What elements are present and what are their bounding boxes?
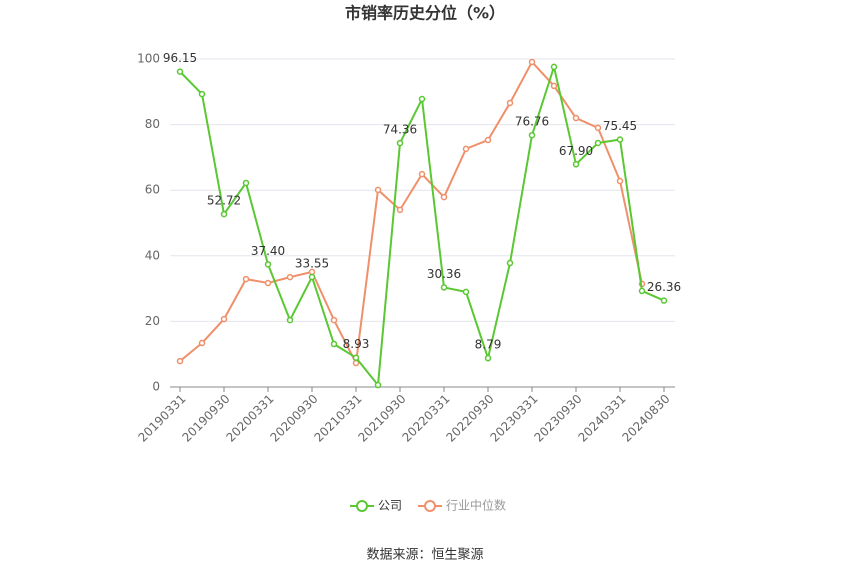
data-label: 8.79 bbox=[475, 338, 502, 352]
data-label: 76.76 bbox=[515, 115, 549, 129]
point bbox=[330, 316, 338, 324]
point bbox=[330, 340, 338, 348]
point bbox=[396, 139, 404, 147]
point bbox=[418, 95, 426, 103]
point bbox=[374, 186, 382, 194]
y-tick-label: 80 bbox=[145, 117, 160, 131]
y-tick-label: 0 bbox=[152, 380, 160, 394]
data-label: 96.15 bbox=[163, 51, 197, 65]
point bbox=[616, 136, 624, 143]
point bbox=[528, 58, 536, 66]
data-label: 52.72 bbox=[207, 194, 241, 208]
data-label: 8.93 bbox=[343, 337, 370, 351]
point bbox=[528, 131, 536, 139]
source: 数据来源：恒生聚源 bbox=[366, 548, 483, 563]
point bbox=[198, 339, 206, 347]
data-label: 26.36 bbox=[647, 280, 681, 294]
point bbox=[550, 63, 558, 71]
point bbox=[308, 273, 316, 281]
point bbox=[594, 139, 602, 147]
point bbox=[462, 288, 470, 296]
point bbox=[594, 124, 602, 132]
point bbox=[198, 90, 206, 98]
legend-label: 行业中位数 bbox=[446, 498, 506, 513]
point bbox=[660, 297, 668, 304]
point bbox=[264, 279, 272, 287]
y-tick-label: 20 bbox=[145, 314, 160, 328]
point bbox=[440, 193, 448, 201]
x-tick-label: 20240830 bbox=[620, 392, 673, 445]
point bbox=[286, 273, 294, 281]
point bbox=[242, 275, 250, 283]
point bbox=[572, 161, 580, 168]
point bbox=[396, 206, 404, 214]
point bbox=[462, 145, 470, 153]
data-label: 37.40 bbox=[251, 244, 285, 258]
point bbox=[418, 170, 426, 178]
point bbox=[484, 354, 492, 362]
y-tick-label: 100 bbox=[137, 52, 160, 66]
chart-title: 市销率历史分位（%） bbox=[345, 4, 505, 23]
point bbox=[484, 136, 492, 144]
point bbox=[264, 261, 272, 268]
point bbox=[220, 210, 228, 218]
point bbox=[506, 99, 514, 107]
point bbox=[572, 114, 580, 122]
y-tick-label: 40 bbox=[145, 248, 160, 262]
point bbox=[506, 259, 514, 267]
data-label: 67.90 bbox=[559, 144, 593, 158]
point bbox=[616, 177, 624, 185]
point bbox=[440, 284, 448, 291]
point bbox=[550, 82, 558, 90]
point bbox=[374, 381, 382, 389]
data-label: 74.36 bbox=[383, 123, 417, 137]
legend-marker bbox=[424, 500, 437, 512]
legend-label: 公司 bbox=[378, 499, 402, 513]
data-label: 75.45 bbox=[603, 119, 637, 133]
data-label: 30.36 bbox=[427, 267, 461, 281]
point bbox=[638, 287, 646, 295]
y-tick-label: 60 bbox=[145, 183, 160, 197]
point bbox=[242, 179, 250, 187]
data-label: 33.55 bbox=[295, 256, 329, 270]
point bbox=[176, 68, 184, 75]
legend-marker bbox=[356, 500, 368, 512]
point bbox=[286, 316, 294, 324]
series-line bbox=[179, 60, 643, 367]
series-line bbox=[179, 63, 665, 388]
point bbox=[176, 357, 184, 365]
point bbox=[220, 315, 228, 323]
point bbox=[352, 354, 360, 361]
